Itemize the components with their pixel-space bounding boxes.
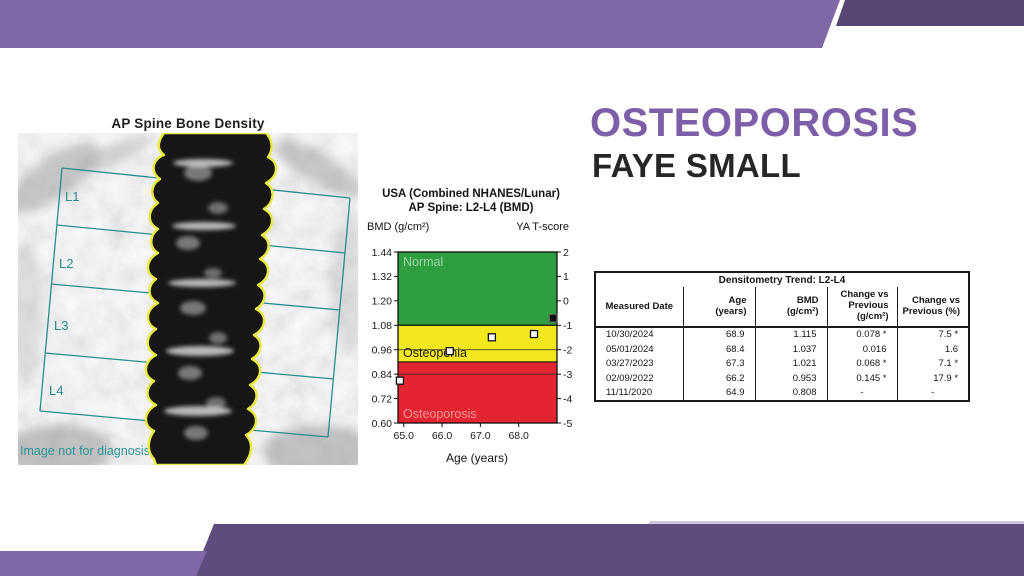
table-header-row: Measured Date Age (years) BMD (g/cm²) Change … bbox=[595, 287, 970, 328]
top-banner-dark bbox=[836, 0, 1024, 26]
table-row: 10/30/2024 68.9 1.115 0.078 * 7.5 * bbox=[595, 326, 970, 343]
densitometry-table: Densitometry Trend: L2-L4 Measured Date A… bbox=[594, 271, 971, 403]
roi-label-l4: L4 bbox=[49, 383, 63, 398]
spine-bone-texture bbox=[164, 159, 236, 440]
cell-value: 68.4 bbox=[682, 342, 755, 357]
x-axis-label: Age (years) bbox=[445, 451, 509, 465]
bmd-trend-chart: Normal Osteopenia Osteoporosis 1.44 1.32 1.20… bbox=[372, 247, 573, 442]
zone-label-normal: Normal bbox=[403, 255, 443, 269]
table-row: 11/11/2020 64.9 0.808- - bbox=[595, 385, 970, 402]
xray-watermark: Image not for diagnosis bbox=[20, 444, 150, 458]
column-header: Age (years) bbox=[682, 287, 755, 328]
cell-value: 64.9 bbox=[682, 385, 755, 402]
cell-value: 17.9 * bbox=[896, 371, 970, 386]
spine-xray-image: Image not for diagnosis L1 L2 L3 L4 bbox=[18, 133, 358, 465]
data-point bbox=[487, 333, 497, 342]
left-tick-label: 0.84 bbox=[372, 369, 393, 381]
slide-title: OSTEOPOROSIS bbox=[590, 101, 919, 145]
zone-osteoporosis bbox=[398, 361, 557, 423]
cell-value: 0.068 * bbox=[826, 356, 897, 372]
left-tick-label: 1.44 bbox=[372, 247, 393, 259]
left-tick-label: 1.32 bbox=[372, 271, 393, 283]
cell-measured-date: 11/11/2020 bbox=[606, 387, 653, 399]
left-tick-label: 0.72 bbox=[372, 393, 393, 405]
right-tick-label: -3 bbox=[563, 369, 572, 381]
right-tick-label: 0 bbox=[563, 296, 569, 308]
cell-value: 68.9 bbox=[682, 326, 755, 343]
spine-silhouette bbox=[144, 133, 278, 465]
bottom-tick-label: 65.0 bbox=[394, 430, 415, 442]
xray-title: AP Spine Bone Density bbox=[111, 116, 265, 131]
cell-value: 66.2 bbox=[682, 371, 755, 386]
left-tick-label: 0.60 bbox=[372, 418, 393, 430]
bottom-tick-label: 67.0 bbox=[470, 430, 491, 442]
cell-measured-date: 10/30/2024 bbox=[606, 329, 654, 341]
right-tick-label: 1 bbox=[563, 271, 569, 283]
bottom-tick-label: 68.0 bbox=[508, 430, 529, 442]
bottom-tick-label: 66.0 bbox=[432, 430, 453, 442]
bottom-banner-light bbox=[0, 551, 207, 576]
cell-value: 1.6 bbox=[896, 342, 970, 357]
right-tick-label: -5 bbox=[563, 418, 572, 430]
table-row: 05/01/2024 68.4 1.037 0.016 1.6 bbox=[595, 342, 970, 357]
bottom-banner-dark bbox=[193, 524, 1024, 576]
right-tick-label: -4 bbox=[563, 393, 572, 405]
patient-name: FAYE SMALL bbox=[592, 147, 801, 184]
cell-value: 0.078 * bbox=[826, 326, 897, 343]
bottom-banner-sliver bbox=[648, 521, 1024, 525]
chart-title-line2: AP Spine: L2-L4 (BMD) bbox=[408, 202, 534, 214]
right-axis-label: YA T-score bbox=[516, 221, 569, 233]
cell-value: 1.115 bbox=[754, 326, 827, 343]
roi-label-l3: L3 bbox=[54, 318, 68, 333]
column-header: Change vs Previous (g/cm²) bbox=[826, 287, 897, 328]
column-header: Change vs Previous (%) bbox=[896, 287, 970, 328]
cell-value: - bbox=[826, 385, 897, 402]
cell-value: 1.037 bbox=[754, 342, 827, 357]
right-tick-label: 2 bbox=[563, 247, 569, 259]
table-row: 03/27/2023 67.3 1.021 0.068 * 7.1 * bbox=[595, 356, 970, 372]
cell-value: 7.1 * bbox=[896, 356, 970, 372]
cell-measured-date: 05/01/2024 bbox=[606, 343, 654, 355]
cell-value: 0.016 bbox=[826, 342, 897, 357]
cell-measured-date: 02/09/2022 bbox=[606, 372, 654, 384]
cell-value: 1.021 bbox=[754, 356, 827, 372]
roi-label-l1: L1 bbox=[65, 189, 79, 204]
table-title: Densitometry Trend: L2-L4 bbox=[718, 274, 846, 286]
data-point bbox=[529, 329, 539, 339]
roi-labels: L1 L2 L3 L4 bbox=[49, 189, 79, 398]
chart-title-line1: USA (Combined NHANES/Lunar) bbox=[382, 188, 560, 200]
data-point bbox=[445, 346, 454, 356]
data-point bbox=[395, 376, 405, 385]
cell-value: 7.5 * bbox=[896, 326, 970, 343]
cell-value: 0.808 bbox=[754, 385, 827, 402]
plot-border bbox=[397, 251, 558, 424]
cell-value: 0.953 bbox=[754, 371, 827, 386]
zone-normal bbox=[398, 252, 557, 326]
column-header: BMD (g/cm²) bbox=[754, 287, 827, 328]
zone-label-osteopenia: Osteopenia bbox=[403, 346, 467, 360]
cell-measured-date: 03/27/2023 bbox=[606, 358, 654, 370]
left-tick-label: 1.08 bbox=[372, 320, 393, 332]
zone-label-osteoporosis: Osteoporosis bbox=[403, 407, 477, 421]
data-point-current bbox=[548, 313, 558, 323]
cell-value: 0.145 * bbox=[826, 371, 897, 386]
left-axis-label: BMD (g/cm²) bbox=[367, 221, 430, 233]
column-header: Measured Date bbox=[595, 287, 683, 328]
cell-value: - bbox=[896, 385, 970, 402]
left-tick-label: 1.20 bbox=[372, 296, 393, 308]
roi-label-l2: L2 bbox=[59, 256, 73, 271]
top-banner-light bbox=[0, 0, 840, 48]
left-tick-label: 0.96 bbox=[372, 345, 393, 357]
cell-value: 67.3 bbox=[682, 356, 755, 372]
table-row: 02/09/2022 66.2 0.953 0.145 * 17.9 * bbox=[595, 371, 970, 386]
right-tick-label: -1 bbox=[563, 320, 572, 332]
right-tick-label: -2 bbox=[563, 345, 572, 357]
